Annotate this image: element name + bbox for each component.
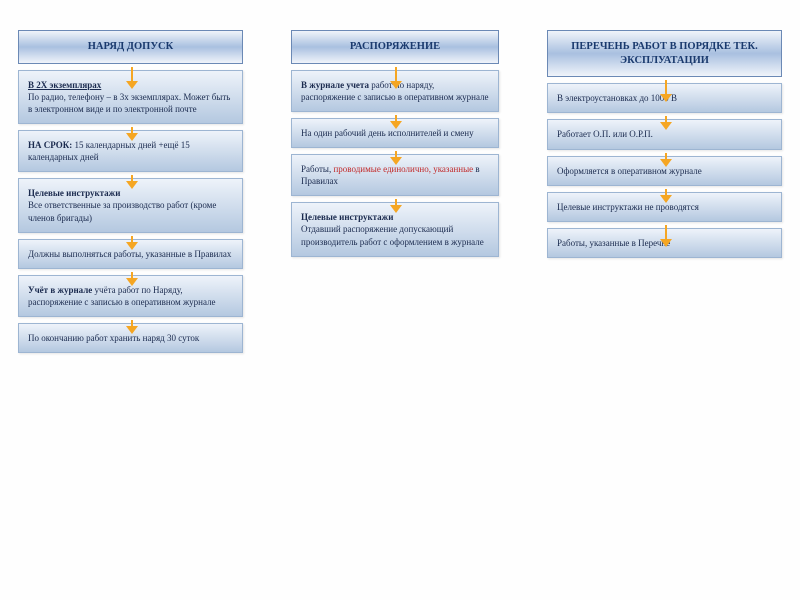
box-body: По радио, телефону – в 3х экземплярах. М… <box>28 92 230 114</box>
box-body: Все ответственные за производство работ … <box>28 200 216 222</box>
box-title: В журнале учета <box>301 80 369 90</box>
box-red: проводимые единолично, указанные <box>333 164 473 174</box>
box-pre: Работы, <box>301 164 333 174</box>
box-body: Отдавший распоряжение допускающий произв… <box>301 224 484 246</box>
box-title: Учёт в журнале <box>28 285 92 295</box>
column-perechen: ПЕРЕЧЕНЬ РАБОТ В ПОРЯДКЕ ТЕК. ЭКСПЛУАТАЦ… <box>547 30 782 353</box>
box-title: НА СРОК: <box>28 140 72 150</box>
box-title: Целевые инструктажи <box>301 212 393 222</box>
header-naryad: НАРЯД ДОПУСК <box>18 30 243 64</box>
flowchart-container: НАРЯД ДОПУСК В 2Х экземплярах По радио, … <box>18 30 782 353</box>
box-body: На один рабочий день исполнителей и смен… <box>301 128 474 138</box>
column-rasporyazhenie: РАСПОРЯЖЕНИЕ В журнале учета работ по на… <box>291 30 499 353</box>
box-body: Должны выполняться работы, указанные в П… <box>28 249 231 259</box>
box-body: Работы, указанные в Перечне <box>557 238 670 248</box>
box-body: Работает О.П. или О.Р.П. <box>557 129 653 139</box>
box-body: По окончанию работ хранить наряд 30 суто… <box>28 333 199 343</box>
column-naryad: НАРЯД ДОПУСК В 2Х экземплярах По радио, … <box>18 30 243 353</box>
box-body: Оформляется в оперативном журнале <box>557 166 702 176</box>
box-title: Целевые инструктажи <box>28 188 120 198</box>
box-title: В 2Х экземплярах <box>28 80 101 90</box>
box-body: Целевые инструктажи не проводятся <box>557 202 699 212</box>
header-rasporyazhenie: РАСПОРЯЖЕНИЕ <box>291 30 499 64</box>
header-perechen: ПЕРЕЧЕНЬ РАБОТ В ПОРЯДКЕ ТЕК. ЭКСПЛУАТАЦ… <box>547 30 782 77</box>
